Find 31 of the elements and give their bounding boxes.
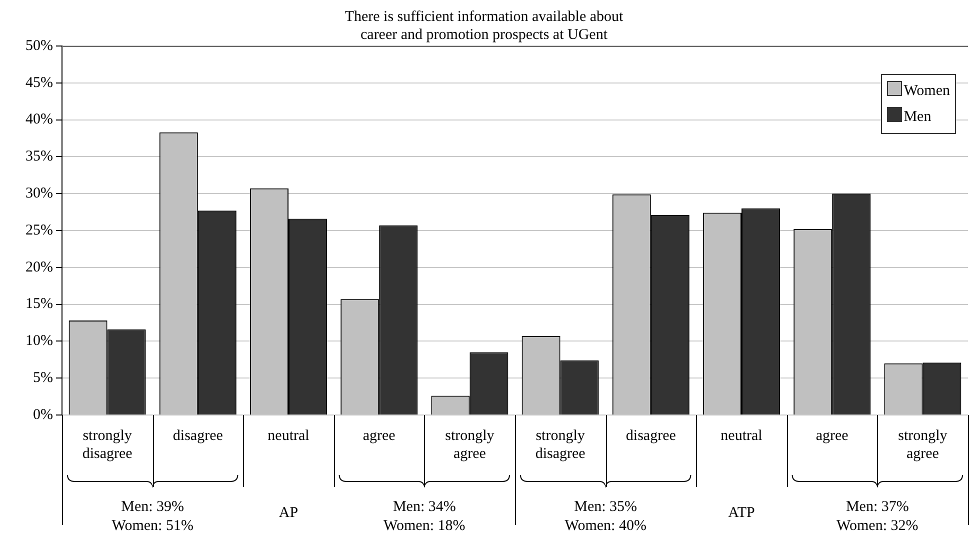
text: Men: 35% Women: 40% xyxy=(564,498,646,534)
x-tick-label: strongly agree xyxy=(445,428,495,462)
x-tick-label: agree xyxy=(362,428,396,444)
legend-label: Men xyxy=(904,109,932,125)
text: Men: 37% Women: 32% xyxy=(836,498,918,534)
y-tick-label: 50% xyxy=(26,38,53,54)
y-tick-label: 35% xyxy=(26,148,53,165)
x-tick-label: strongly disagree xyxy=(82,428,133,462)
y-tick-label: 25% xyxy=(26,222,53,238)
x-tick-label: strongly disagree xyxy=(535,428,586,462)
text: Men: 34% Women: 18% xyxy=(384,498,466,534)
legend-label: Women xyxy=(904,83,950,99)
y-tick-label: 10% xyxy=(26,333,53,350)
x-tick-label: agree xyxy=(816,428,849,444)
x-tick-label: disagree xyxy=(626,428,676,444)
text: Men: 39% Women: 51% xyxy=(112,498,194,534)
text: There is sufficient information available about xyxy=(344,8,624,25)
y-tick-label: 5% xyxy=(33,370,53,386)
y-tick-label: 40% xyxy=(26,112,53,128)
y-tick-label: 30% xyxy=(26,186,53,202)
text: AP xyxy=(278,504,298,521)
text: ATP xyxy=(728,504,755,521)
x-tick-label: neutral xyxy=(720,428,762,444)
y-tick-label: 0% xyxy=(33,406,53,423)
x-tick-label: neutral xyxy=(268,428,310,444)
y-tick-label: 15% xyxy=(26,296,53,312)
x-tick-label: strongly agree xyxy=(898,428,948,462)
y-tick-label: 45% xyxy=(26,74,53,91)
x-tick-label: disagree xyxy=(172,428,224,444)
text: career and promotion prospects at UGent xyxy=(360,26,608,43)
y-tick-label: 20% xyxy=(26,259,53,276)
